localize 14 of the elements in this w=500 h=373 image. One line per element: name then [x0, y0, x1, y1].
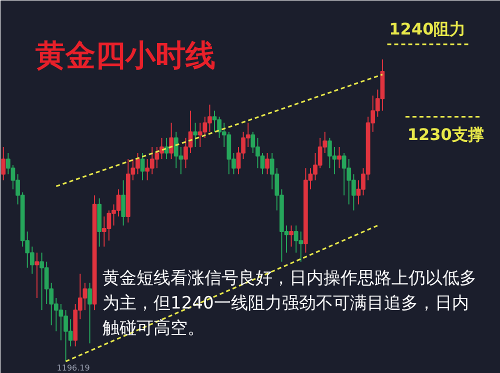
- candlestick: [193, 122, 198, 148]
- candlestick: [140, 152, 145, 181]
- candlestick: [265, 152, 270, 175]
- candlestick: [289, 225, 294, 248]
- text: 1196.19: [56, 363, 90, 372]
- candlestick: [88, 282, 92, 344]
- chart-title: 黄金四小时线: [36, 38, 216, 74]
- candlestick: [337, 146, 342, 169]
- candlestick: [169, 122, 174, 160]
- candlestick: [34, 252, 40, 298]
- candlestick: [1, 146, 6, 181]
- candlestick: [121, 180, 126, 226]
- ref-line-label: 1230支撑: [407, 124, 484, 144]
- ref-line-label: 1240阻力: [389, 19, 466, 38]
